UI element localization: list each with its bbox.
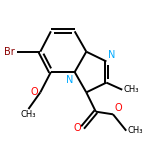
Text: O: O xyxy=(114,103,122,113)
Text: O: O xyxy=(74,123,81,133)
Text: Br: Br xyxy=(4,47,14,57)
Text: N: N xyxy=(108,50,115,60)
Text: O: O xyxy=(31,87,38,97)
Text: CH₃: CH₃ xyxy=(21,110,36,119)
Text: CH₃: CH₃ xyxy=(124,85,139,94)
Text: CH₃: CH₃ xyxy=(128,126,143,135)
Text: N: N xyxy=(66,75,73,85)
